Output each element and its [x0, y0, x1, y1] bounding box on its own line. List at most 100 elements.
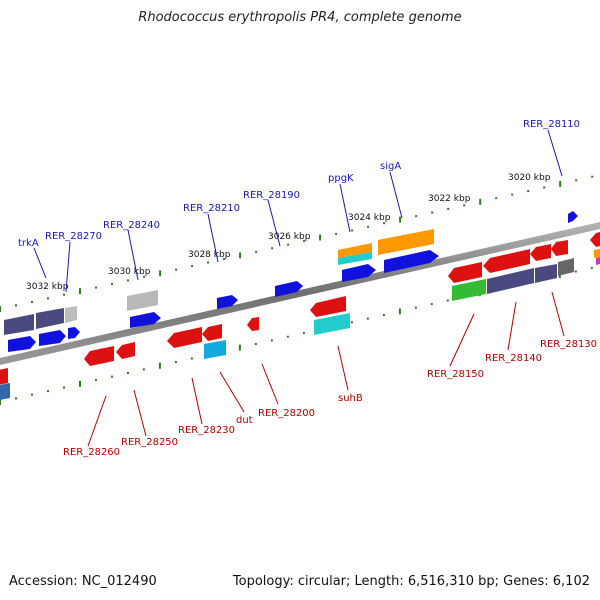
gene-feature[interactable] — [568, 211, 578, 223]
gene-feature[interactable] — [590, 232, 600, 247]
gene-feature[interactable] — [338, 243, 372, 258]
scale-major-tick — [479, 198, 482, 205]
scale-minor-tick — [174, 361, 177, 364]
scale-major-tick — [398, 308, 401, 315]
scale-label: 3022 kbp — [428, 194, 471, 204]
gene-feature[interactable] — [530, 244, 551, 261]
gene-feature[interactable] — [314, 313, 350, 335]
leader-line — [449, 313, 475, 367]
leader-line — [547, 129, 563, 177]
scale-labels: 3032 kbp 3030 kbp 3028 kbp 3026 kbp 3024… — [26, 173, 551, 292]
gene-label-suhb[interactable]: suhB — [338, 393, 363, 404]
gene-label-rer-28190[interactable]: RER_28190 — [243, 190, 300, 201]
scale-minor-tick — [463, 204, 466, 207]
gene-feature[interactable] — [378, 229, 434, 255]
gene-feature[interactable] — [558, 258, 574, 276]
scale-minor-tick — [143, 275, 146, 278]
gene-feature[interactable] — [448, 262, 482, 283]
gene-label-siga[interactable]: sigA — [380, 161, 401, 172]
gene-label-rer-28200[interactable]: RER_28200 — [258, 408, 315, 419]
gene-feature[interactable] — [247, 317, 259, 331]
gene-feature[interactable] — [275, 281, 303, 297]
gene-feature[interactable] — [39, 330, 66, 346]
gene-label-rer-28130[interactable]: RER_28130 — [540, 339, 597, 350]
gene-label-ppgk[interactable]: ppgK — [328, 173, 354, 184]
scale-minor-tick — [111, 283, 113, 285]
gene-feature[interactable] — [0, 383, 10, 400]
gene-feature[interactable] — [84, 346, 114, 366]
gene-feature[interactable] — [342, 264, 376, 282]
genome-summary-text: Topology: circular; Length: 6,516,310 bp… — [232, 574, 590, 589]
gene-label-rer-28270[interactable]: RER_28270 — [45, 231, 102, 242]
scale-minor-tick — [95, 379, 97, 382]
scale-label: 3020 kbp — [508, 173, 551, 183]
gene-label-rer-28140[interactable]: RER_28140 — [485, 353, 542, 364]
leader-line — [507, 301, 517, 351]
gene-label-trka[interactable]: trkA — [18, 238, 39, 249]
scale-minor-tick — [367, 225, 370, 228]
gene-feature[interactable] — [127, 290, 158, 311]
gene-feature[interactable] — [8, 336, 36, 352]
gene-label-rer-28210[interactable]: RER_28210 — [183, 203, 240, 214]
gene-feature[interactable] — [116, 342, 135, 359]
gene-feature[interactable] — [551, 240, 568, 256]
gene-feature[interactable] — [68, 327, 80, 339]
gene-feature[interactable] — [4, 314, 34, 335]
gene-feature[interactable] — [167, 327, 202, 348]
scale-major-tick — [238, 344, 241, 351]
scale-minor-tick — [574, 270, 577, 273]
gene-feature[interactable] — [338, 252, 372, 265]
gene-label-rer-28150[interactable]: RER_28150 — [427, 369, 484, 380]
scale-minor-tick — [191, 265, 194, 268]
gene-feature[interactable] — [130, 312, 161, 328]
gene-label-rer-28230[interactable]: RER_28230 — [178, 425, 235, 436]
gene-feature[interactable] — [384, 250, 439, 273]
scale-minor-tick — [415, 215, 418, 218]
gene-feature[interactable] — [594, 249, 600, 258]
scale-minor-tick — [271, 247, 274, 250]
gene-feature[interactable] — [483, 249, 530, 273]
reverse-leader-lines — [87, 291, 565, 447]
gene-feature[interactable] — [0, 368, 8, 385]
gene-label-rer-28250[interactable]: RER_28250 — [121, 437, 178, 448]
gene-label-rer-28240[interactable]: RER_28240 — [103, 220, 160, 231]
scale-minor-tick — [47, 297, 49, 300]
scale-minor-tick — [31, 393, 33, 396]
scale-minor-tick — [287, 243, 290, 246]
scale-minor-tick — [207, 261, 210, 264]
scale-major-tick — [79, 380, 81, 387]
gene-feature[interactable] — [217, 295, 238, 309]
leader-line — [389, 171, 403, 219]
gene-label-rer-28110[interactable]: RER_28110 — [523, 119, 580, 130]
scale-minor-tick — [63, 293, 65, 296]
gene-feature[interactable] — [596, 257, 600, 265]
scale-minor-tick — [431, 211, 434, 214]
scale-minor-tick — [47, 390, 49, 393]
gene-feature[interactable] — [202, 324, 222, 341]
leader-line — [87, 395, 107, 447]
gene-feature[interactable] — [36, 308, 64, 329]
scale-minor-tick — [383, 222, 386, 225]
scale-minor-tick — [575, 179, 578, 182]
scale-minor-tick — [127, 372, 129, 374]
genome-backbone — [0, 222, 600, 365]
scale-label: 3032 kbp — [26, 282, 69, 292]
leader-line — [191, 377, 203, 425]
leader-line — [207, 213, 219, 263]
gene-feature[interactable] — [452, 279, 486, 301]
gene-label-rer-28260[interactable]: RER_28260 — [63, 447, 120, 458]
scale-minor-tick — [335, 232, 338, 235]
gene-feature[interactable] — [310, 296, 346, 317]
gene-label-dut[interactable]: dut — [236, 415, 253, 426]
gene-feature[interactable] — [535, 264, 557, 283]
scale-minor-tick — [303, 240, 306, 243]
scale-minor-tick — [430, 303, 433, 306]
gene-feature[interactable] — [65, 306, 77, 323]
gene-feature[interactable] — [487, 268, 534, 294]
gene-feature[interactable] — [204, 340, 226, 359]
scale-minor-tick — [15, 397, 17, 400]
reverse-gene-labels: RER_28260 RER_28250 RER_28230 dut RER_28… — [63, 339, 597, 458]
scale-minor-tick — [351, 229, 354, 232]
